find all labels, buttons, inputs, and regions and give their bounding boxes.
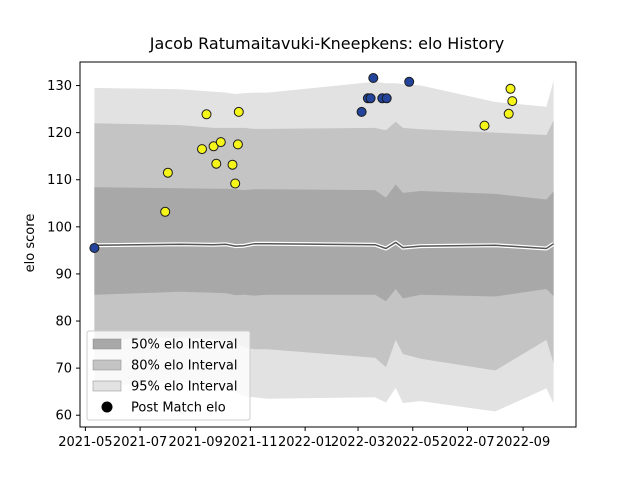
x-tick-label: 2022-03	[331, 435, 385, 450]
post-match-elo-point-7	[211, 158, 222, 169]
post-match-elo-point-13	[356, 106, 367, 117]
post-match-elo-point-20	[479, 120, 490, 131]
post-match-elo-point-23	[507, 96, 518, 107]
y-tick-label: 130	[47, 79, 72, 94]
legend-marker-swatch	[101, 401, 113, 413]
post-match-elo-point-22	[505, 83, 516, 94]
y-axis: 60 70 80 90 100 110 120 130	[47, 79, 80, 424]
post-match-elo-point-10	[230, 178, 241, 189]
post-match-elo-point-4	[197, 144, 207, 155]
mean-elo-line	[94, 241, 555, 250]
legend-swatch-band80	[92, 359, 122, 371]
post-match-elo-point-11	[232, 139, 243, 150]
post-match-elo-point-19	[404, 76, 415, 87]
post-match-elo-point-18	[381, 93, 392, 104]
legend-label: Post Match elo	[131, 401, 226, 416]
legend-swatch-band50	[92, 338, 122, 350]
post-match-elo-point-8	[215, 137, 226, 148]
y-axis-label: elo score	[23, 214, 38, 273]
legend-box	[86, 330, 251, 421]
legend-label: 50% elo Interval	[131, 338, 238, 353]
y-tick-label: 90	[55, 267, 72, 282]
x-tick-label: 2022-05	[386, 435, 440, 450]
post-match-elo-point-12	[233, 106, 244, 117]
post-match-elo-point-21	[503, 108, 514, 119]
post-match-elo-point-3	[162, 167, 173, 178]
x-tick-label: 2021-09	[169, 435, 223, 450]
y-tick-label: 120	[47, 126, 72, 141]
post-match-elo-point-16	[368, 73, 379, 83]
legend: 50% elo Interval 80% elo Interval 95% elo …	[86, 330, 251, 421]
x-tick-label: 2021-07	[113, 435, 167, 450]
x-tick-label: 2022-01	[278, 435, 332, 450]
post-match-elo-point-9	[227, 159, 238, 170]
x-tick-label: 2021-11	[223, 435, 277, 450]
y-tick-label: 80	[55, 315, 72, 330]
x-axis: 2021-05 2021-07 2021-09 2021-11 2022-012022-…	[58, 427, 550, 450]
post-match-elo-point-15	[365, 93, 376, 104]
post-match-elo-point-5	[201, 109, 212, 120]
plot-area	[79, 61, 577, 428]
x-tick-label: 2021-05	[58, 435, 112, 450]
y-tick-label: 70	[55, 362, 72, 377]
chart-title: Jacob Ratumaitavuki-Kneepkens: elo Histo…	[149, 34, 504, 53]
post-match-elo-point-2	[160, 206, 171, 217]
y-tick-label: 100	[47, 220, 72, 235]
x-tick-label: 2022-07	[440, 435, 494, 450]
x-tick-label: 2022-09	[496, 435, 550, 450]
y-tick-label: 110	[47, 173, 72, 188]
plot-frame	[79, 61, 577, 428]
legend-swatch-band95	[92, 380, 122, 392]
legend-label: 80% elo Interval	[131, 359, 238, 374]
legend-label: 95% elo Interval	[131, 380, 238, 395]
post-match-elo-point-1	[89, 243, 100, 253]
y-tick-label: 60	[55, 409, 72, 424]
